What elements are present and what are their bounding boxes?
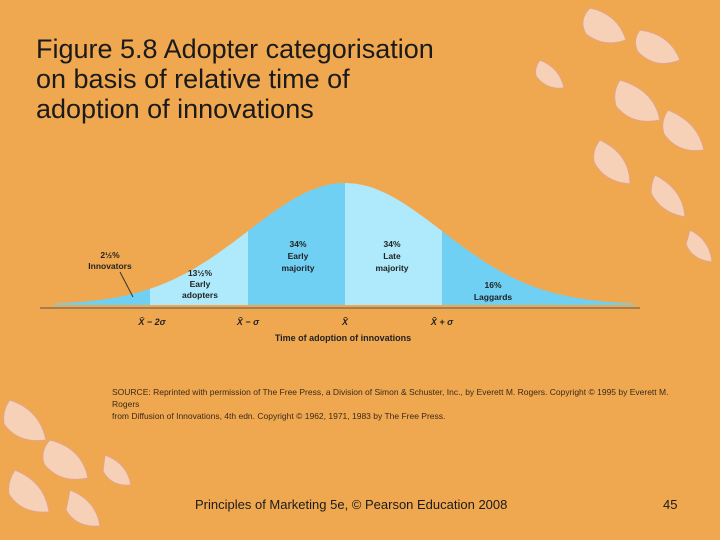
slide-title: Figure 5.8 Adopter categorisation on bas…	[36, 34, 556, 124]
laggards-label: Laggards	[474, 292, 513, 302]
early-adopters-label: adopters	[182, 290, 218, 300]
early-majority-percent: 34%	[289, 239, 306, 249]
early-majority-label: majority	[281, 263, 314, 273]
laggards-percent: 16%	[484, 280, 501, 290]
axis-tick-label: X̄ − σ	[236, 317, 260, 327]
axis-title: Time of adoption of innovations	[275, 333, 411, 343]
innovators-percent: 2½%	[100, 250, 120, 260]
innovators-label: Innovators	[88, 261, 132, 271]
early-majority-label: Early	[288, 251, 309, 261]
source-line: from Diffusion of Innovations, 4th edn. …	[112, 411, 446, 421]
title-line: on basis of relative time of	[36, 64, 350, 94]
segment-innovators	[54, 183, 150, 305]
late-majority-label: majority	[375, 263, 408, 273]
source-line: SOURCE: Reprinted with permission of The…	[112, 387, 669, 409]
axis-tick-label: X̄	[341, 317, 349, 327]
late-majority-label: Late	[383, 251, 401, 261]
early-adopters-label: Early	[190, 279, 211, 289]
late-majority-percent: 34%	[383, 239, 400, 249]
adopter-bell-curve-diagram: 2½% Innovators 13½% Early adopters 34% E…	[40, 183, 640, 343]
page-number: 45	[663, 497, 678, 512]
footer-text: Principles of Marketing 5e, © Pearson Ed…	[195, 497, 508, 512]
innovators-pointer	[119, 271, 134, 298]
source-citation: SOURCE: Reprinted with permission of The…	[112, 386, 692, 422]
title-line: adoption of innovations	[36, 94, 314, 124]
axis-tick-label: X̄ − 2σ	[137, 317, 166, 327]
axis-tick-label: X̄ + σ	[430, 317, 454, 327]
title-line: Figure 5.8 Adopter categorisation	[36, 34, 434, 64]
segment-laggards	[442, 183, 634, 305]
early-adopters-percent: 13½%	[188, 268, 213, 278]
